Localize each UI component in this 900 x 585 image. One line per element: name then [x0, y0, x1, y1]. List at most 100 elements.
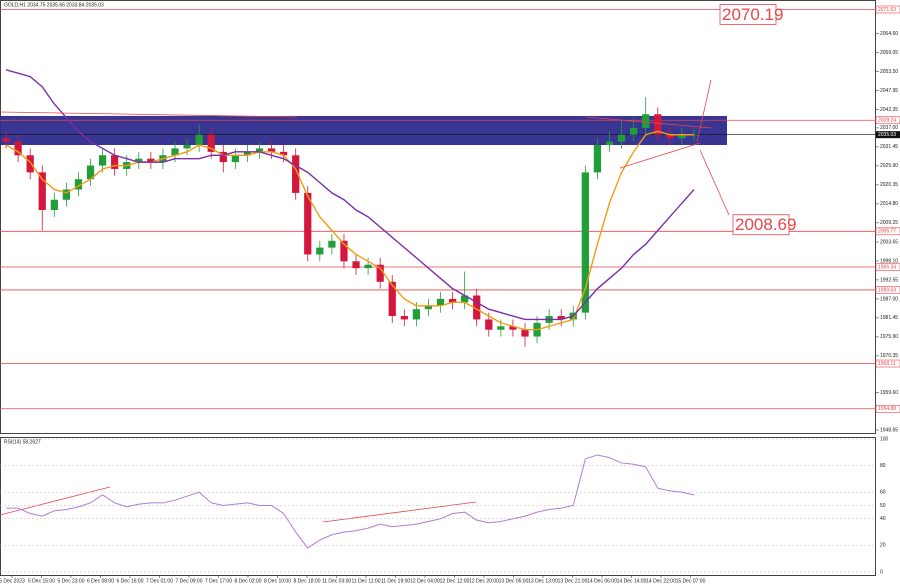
- candle-body: [255, 148, 264, 152]
- rsi-tick-label: 100: [880, 436, 889, 442]
- y-tick-label: 2053.50: [880, 69, 898, 75]
- candle-body: [50, 199, 58, 211]
- rsi-line: [6, 454, 695, 549]
- y-tick-label: 1970.35: [880, 353, 898, 359]
- rsi-title: RSI(14) 58.2627: [4, 439, 41, 445]
- candle-body: [666, 134, 674, 139]
- y-tick-label: 2003.65: [880, 239, 898, 245]
- candle-body: [147, 158, 155, 163]
- candle-body: [581, 172, 589, 313]
- x-tick-label: 14 Dec 14:00: [617, 578, 647, 584]
- trend-line: [619, 142, 701, 169]
- x-tick-label: 6 Dec 16:00: [117, 578, 144, 584]
- x-tick-label: 11 Dec 03:00: [322, 578, 352, 584]
- x-tick-label: 14 Dec 06:00: [587, 578, 617, 584]
- level-label-box: [875, 359, 900, 368]
- x-tick-label: 13 Dec 05:00: [499, 578, 529, 584]
- y-tick-label: 2031.45: [880, 144, 898, 150]
- level-label: 2071.63: [878, 7, 896, 13]
- y-tick-label: 2020.35: [880, 182, 898, 188]
- candle-body: [400, 316, 408, 320]
- candle-body: [135, 158, 143, 163]
- candle-body: [304, 192, 312, 255]
- x-tick-label: 11 Dec 19:00: [381, 578, 411, 584]
- x-tick-label: 11 Dec 11:00: [351, 578, 380, 584]
- candle-body: [436, 298, 445, 306]
- level-label: 2006.77: [878, 229, 896, 235]
- level-label: 1954.88: [878, 406, 896, 412]
- candle-body: [388, 281, 396, 317]
- y-tick-label: 2009.25: [880, 220, 898, 226]
- candle-body: [243, 151, 252, 156]
- y-tick-label: 1948.65: [880, 427, 898, 433]
- x-tick-label: 7 Dec 09:00: [176, 578, 203, 584]
- x-tick-label: 5 Dec 2023: [0, 578, 25, 584]
- candle-body: [111, 155, 119, 169]
- x-tick-label: 12 Dec 04:00: [410, 578, 440, 584]
- level-label: 2039.24: [878, 118, 896, 124]
- level-label-box: [875, 227, 900, 236]
- supply-zone: [0, 115, 727, 146]
- trend-drawings: [0, 79, 730, 523]
- rsi-tick-label: 80: [880, 463, 886, 469]
- candle-body: [171, 148, 179, 156]
- rsi-tick-label: 50: [880, 503, 886, 509]
- trend-line: [585, 116, 713, 129]
- x-tick-label: 12 Dec 12:00: [440, 578, 470, 584]
- candle-body: [183, 145, 191, 149]
- y-tick-label: 2059.05: [880, 50, 898, 56]
- candle-body: [364, 264, 372, 269]
- level-label: 1968.11: [878, 361, 896, 367]
- candle-body: [280, 151, 288, 156]
- candle-body: [267, 148, 276, 152]
- trend-line: [0, 111, 298, 118]
- y-tick-label: 2042.35: [880, 107, 898, 113]
- projection-line: [696, 79, 712, 143]
- candle-body: [497, 326, 505, 330]
- level-label-box: [875, 404, 900, 413]
- x-tick-label: 13 Dec 21:00: [558, 578, 588, 584]
- candle-body: [195, 134, 203, 146]
- candle-body: [642, 114, 650, 128]
- y-tick-label: 2014.80: [880, 201, 898, 207]
- candle-body: [424, 305, 433, 310]
- candle-body: [461, 295, 469, 303]
- candle-body: [86, 165, 95, 180]
- candle-body: [557, 316, 565, 320]
- y-tick-label: 2047.95: [880, 88, 898, 94]
- level-label-box: [875, 5, 900, 14]
- rsi-tick-label: 60: [880, 490, 886, 496]
- candle-body: [678, 134, 686, 139]
- y-tick-label: 1987.00: [880, 296, 898, 302]
- level-label: 1989.63: [878, 287, 896, 293]
- x-tick-label: 15 Dec 07:00: [676, 578, 706, 584]
- current-price-label: 2035.03: [878, 132, 896, 138]
- zone-layer: [0, 115, 727, 146]
- candle-body: [412, 309, 420, 320]
- x-tick-label: 5 Dec 23:00: [58, 578, 85, 584]
- candle-body: [231, 155, 239, 163]
- candle-body: [654, 114, 662, 135]
- rsi-tick-label: 20: [880, 543, 886, 549]
- candle-body: [292, 155, 300, 193]
- candle-body: [98, 155, 107, 166]
- x-tick-label: 12 Dec 20:00: [469, 578, 499, 584]
- candle-body: [2, 138, 10, 142]
- projection-line: [699, 149, 730, 216]
- y-tick-label: 1959.60: [880, 390, 898, 396]
- candle-body: [207, 134, 215, 152]
- candle-body: [328, 240, 336, 248]
- rsi-tick-label: 0: [880, 569, 883, 575]
- rsi-panel-frame: [0, 437, 876, 576]
- y-tick-label: 1975.90: [880, 334, 898, 340]
- target-box: [719, 3, 777, 25]
- x-tick-label: 13 Dec 13:00: [528, 578, 558, 584]
- candle-body: [62, 189, 70, 200]
- level-label-box: [875, 263, 900, 271]
- y-tick-label: 1998.10: [880, 258, 898, 264]
- rsi-trend-line: [0, 486, 111, 516]
- candle-body: [316, 247, 324, 255]
- chart-title: GOLD,H1 2034.75 2035.66 2033.84 2035.03: [4, 2, 104, 8]
